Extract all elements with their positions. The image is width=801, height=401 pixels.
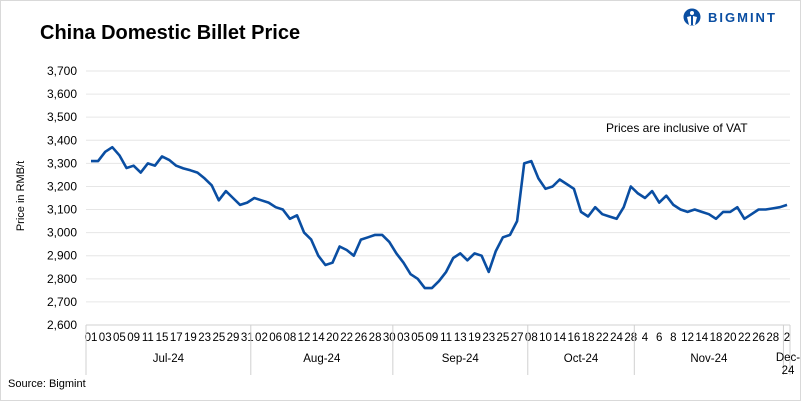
x-tick-label: 08: [525, 332, 538, 344]
x-tick-label: 26: [752, 332, 765, 344]
x-tick-label: 22: [340, 332, 353, 344]
x-tick-label: 15: [156, 332, 169, 344]
y-tick-label: 3,400: [47, 133, 77, 147]
bigmint-logo: BIGMINT: [682, 8, 777, 26]
x-tick-label: 20: [326, 332, 339, 344]
vat-annotation: Prices are inclusive of VAT: [606, 121, 748, 135]
month-label: Aug-24: [303, 353, 341, 365]
x-tick-label: 05: [411, 332, 424, 344]
y-tick-label: 3,100: [47, 203, 77, 217]
x-tick-label: 18: [582, 332, 595, 344]
x-tick-label: 11: [142, 332, 154, 344]
x-tick-label: 23: [482, 332, 495, 344]
x-tick-label: 12: [681, 332, 694, 344]
x-tick-label: 02: [255, 332, 268, 344]
x-tick-label: 30: [383, 332, 396, 344]
source-note: Source: Bigmint: [8, 378, 86, 390]
x-tick-label: 11: [440, 332, 452, 344]
x-tick-label: 22: [596, 332, 609, 344]
x-tick-label: 14: [553, 332, 566, 344]
x-tick-label: 2: [784, 332, 790, 344]
x-tick-label: 14: [695, 332, 708, 344]
y-tick-label: 2,600: [47, 318, 77, 332]
x-tick-label: 17: [170, 332, 183, 344]
x-tick-label: 23: [198, 332, 211, 344]
x-tick-label: 19: [468, 332, 481, 344]
month-label-dec: Dec-24: [775, 352, 801, 377]
x-tick-label: 22: [738, 332, 751, 344]
x-tick-label: 16: [568, 332, 581, 344]
x-tick-label: 05: [113, 332, 126, 344]
logo-text: BIGMINT: [708, 9, 777, 25]
x-tick-label: 06: [269, 332, 282, 344]
x-tick-label: 19: [184, 332, 197, 344]
x-tick-label: 26: [354, 332, 367, 344]
price-series-line: [91, 145, 788, 290]
logo-icon: [683, 8, 701, 26]
y-tick-label: 3,000: [47, 226, 77, 240]
month-label: Nov-24: [690, 353, 728, 365]
x-tick-label: 13: [454, 332, 467, 344]
x-tick-label: 8: [670, 332, 676, 344]
x-tick-label: 10: [539, 332, 552, 344]
x-tick-label: 09: [127, 332, 140, 344]
x-tick-label: 29: [227, 332, 240, 344]
y-tick-label: 2,700: [47, 295, 77, 309]
x-tick-label: 03: [397, 332, 410, 344]
y-tick-label: 3,700: [47, 64, 77, 78]
x-tick-label: 28: [624, 332, 637, 344]
x-tick-label: 27: [511, 332, 524, 344]
month-label: Jul-24: [153, 353, 185, 365]
x-tick-label: 18: [710, 332, 723, 344]
y-tick-label: 3,500: [47, 110, 77, 124]
x-tick-label: 25: [212, 332, 225, 344]
x-tick-label: 09: [425, 332, 438, 344]
y-tick-label: 3,200: [47, 179, 77, 193]
x-tick-label: 03: [99, 332, 112, 344]
x-tick-label: 12: [298, 332, 311, 344]
x-tick-label: 14: [312, 332, 325, 344]
x-tick-label: 6: [656, 332, 662, 344]
x-tick-label: 28: [369, 332, 382, 344]
x-tick-label: 31: [241, 332, 254, 344]
chart-title: China Domestic Billet Price: [40, 22, 301, 44]
x-tick-label: 08: [283, 332, 296, 344]
month-label: Oct-24: [564, 353, 599, 365]
x-tick-label: 01: [85, 332, 98, 344]
x-tick-label: 28: [766, 332, 779, 344]
y-tick-label: 2,900: [47, 249, 77, 263]
x-tick-label: 24: [610, 332, 623, 344]
y-tick-label: 3,300: [47, 156, 77, 170]
y-tick-label: 3,600: [47, 87, 77, 101]
x-tick-label: 25: [497, 332, 510, 344]
month-label: Sep-24: [442, 353, 480, 365]
x-tick-label: 4: [642, 332, 649, 344]
y-tick-label: 2,800: [47, 272, 77, 286]
x-tick-label: 20: [724, 332, 737, 344]
